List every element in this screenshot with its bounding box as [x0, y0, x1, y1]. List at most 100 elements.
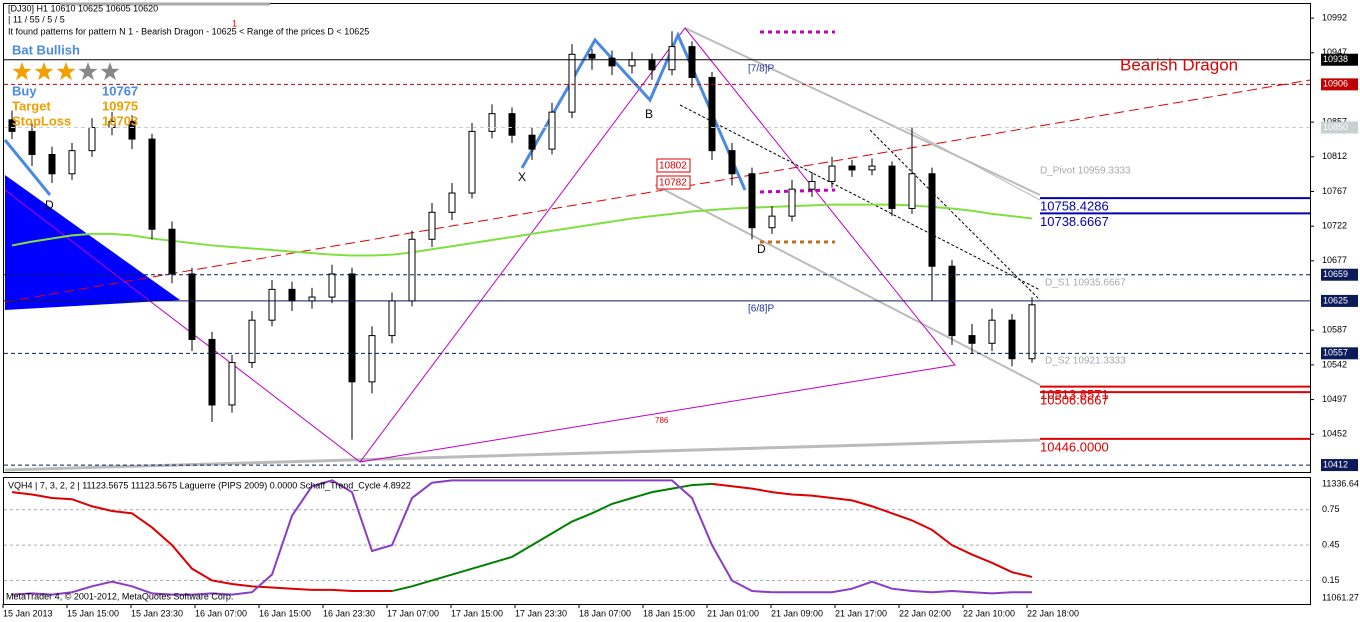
- candle-body: [768, 215, 776, 229]
- channel-line: [4, 438, 1041, 472]
- price-box-label: 10938: [1323, 54, 1348, 64]
- candle-body: [168, 228, 176, 275]
- price-box-label: 10557: [1323, 348, 1348, 358]
- y-tick-label: 0.75: [1322, 504, 1340, 514]
- pivot-label: D_S2 10921.3333: [1045, 356, 1126, 367]
- level-label: 10758.4286: [1040, 199, 1109, 214]
- y-tick-label: 10542: [1322, 359, 1347, 369]
- y-tick-label: 10452: [1322, 429, 1347, 439]
- marker: 1: [232, 18, 237, 28]
- indicator-frame: [3, 477, 1311, 605]
- candle-body: [48, 154, 56, 175]
- pivot-label: D_Pivot 10959.3333: [1040, 166, 1131, 177]
- candle-body: [448, 192, 456, 213]
- price-box: [1321, 53, 1358, 66]
- x-tick-label: 21 Jan 01:00: [707, 608, 759, 618]
- moving-average: [11, 203, 1033, 257]
- x-tick-label: 22 Jan 18:00: [1027, 608, 1079, 618]
- level-label: 10513.8571: [1040, 387, 1109, 402]
- candle-body: [828, 165, 836, 182]
- pivot-label: D_S1 10935.6667: [1045, 278, 1126, 289]
- panel-label: Buy: [12, 83, 37, 98]
- y-tick-label: 10497: [1322, 394, 1347, 404]
- candle-body: [608, 57, 616, 67]
- candle-body: [988, 319, 996, 344]
- candle-body: [228, 362, 236, 406]
- y-tick-label: 0.45: [1322, 539, 1340, 549]
- rating-star: [78, 62, 98, 81]
- x-tick-label: 18 Jan 07:00: [579, 608, 631, 618]
- status: It found patterns for pattern N 1 - Bear…: [8, 26, 369, 36]
- panel-value: 10703: [102, 113, 138, 128]
- x-tick-label: 16 Jan 07:00: [195, 608, 247, 618]
- point-label: B: [645, 107, 653, 121]
- x-tick-label: 21 Jan 09:00: [771, 608, 823, 618]
- candle-body: [708, 76, 716, 152]
- point-label: D: [45, 198, 54, 212]
- x-tick-label: 22 Jan 02:00: [899, 608, 951, 618]
- candle-body: [868, 165, 876, 171]
- panel-title: Bat Bullish: [12, 42, 80, 57]
- y-tick-label: 10722: [1322, 221, 1347, 231]
- candle-body: [1028, 304, 1036, 360]
- candle-body: [968, 335, 976, 344]
- price-box-label: 10659: [1323, 269, 1348, 279]
- trendline: [4, 79, 1311, 303]
- candle-body: [288, 288, 296, 302]
- candle-body: [888, 165, 896, 209]
- x-tick-label: 18 Jan 15:00: [643, 608, 695, 618]
- y-tick-label: 0.15: [1322, 575, 1340, 585]
- x-tick-label: 15 Jan 2013: [3, 608, 53, 618]
- indicator-line: [11, 479, 1032, 596]
- rating-star: [12, 62, 32, 81]
- candle-body: [488, 113, 496, 132]
- candle-body: [468, 130, 476, 194]
- price-box-label: 10625: [1323, 295, 1348, 305]
- indicator-line: [391, 482, 713, 593]
- point-label: X: [518, 170, 526, 184]
- pattern-drawings: [3, 2, 1311, 472]
- y-tick-label: 10767: [1322, 186, 1347, 196]
- candle-body: [628, 59, 636, 67]
- candle-body: [788, 188, 796, 217]
- y-tick-label: 10812: [1322, 151, 1347, 161]
- candle-body: [148, 138, 156, 230]
- price-box-label: 10412: [1323, 459, 1348, 469]
- candle-body: [808, 180, 816, 190]
- candle-body: [68, 150, 76, 175]
- price-tag-text: 10802: [659, 161, 687, 172]
- info: | 11 / 55 / 5 / 5: [8, 14, 65, 24]
- candle-body: [928, 173, 936, 267]
- rating-star: [34, 62, 54, 81]
- price-box: [1321, 347, 1358, 360]
- price-box: [1321, 459, 1358, 472]
- triangle: [5, 175, 180, 310]
- x-tick-label: 16 Jan 23:30: [323, 608, 375, 618]
- dashed-line: [679, 104, 1041, 291]
- price-box: [1321, 294, 1358, 307]
- indicator-line: [11, 482, 1033, 593]
- candle-body: [668, 46, 676, 71]
- level-label: [6/8]P: [748, 304, 774, 315]
- level-label: [7/8]P: [748, 64, 774, 75]
- main-frame: [3, 3, 1311, 473]
- x-tick-label: 16 Jan 15:00: [259, 608, 311, 618]
- xabcd-left: [3, 139, 52, 196]
- rating-star: [100, 62, 120, 81]
- candle-body: [28, 130, 36, 156]
- candle-body: [568, 53, 576, 113]
- candle-body: [128, 120, 136, 140]
- indicator-top: 11336.64: [1322, 478, 1359, 488]
- channel-line: [684, 27, 1041, 196]
- candle-body: [368, 335, 376, 383]
- x-tick-label: 17 Jan 07:00: [387, 608, 439, 618]
- pattern-lines: [4, 27, 956, 463]
- y-tick-label: 10677: [1322, 255, 1347, 265]
- pattern-title: Bearish Dragon: [1120, 55, 1238, 74]
- candle-body: [328, 273, 336, 298]
- dashed-line: [869, 129, 1041, 301]
- x-tick-label: 17 Jan 23:30: [515, 608, 567, 618]
- candle-body: [348, 273, 356, 383]
- symbol: [DJ30] H1 10610 10625 10605 10620: [8, 3, 158, 13]
